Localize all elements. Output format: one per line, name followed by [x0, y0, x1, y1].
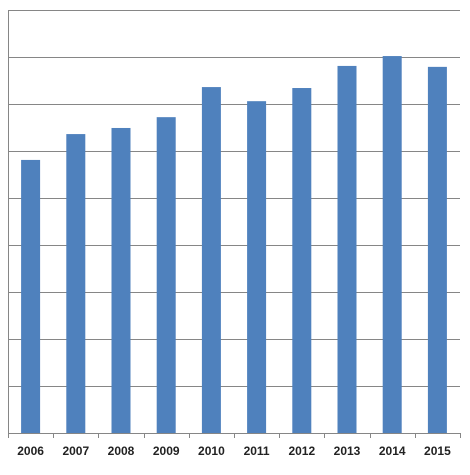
bar — [156, 117, 176, 433]
x-tick-label: 2012 — [288, 444, 315, 458]
bar — [247, 101, 267, 434]
x-tick-label: 2010 — [198, 444, 225, 458]
x-tick-label: 2008 — [108, 444, 135, 458]
x-tick-label: 2013 — [334, 444, 361, 458]
x-tick-label: 2011 — [244, 444, 270, 458]
x-tick-label: 2009 — [153, 444, 180, 458]
bar — [337, 65, 357, 434]
bar — [21, 159, 41, 433]
bar — [382, 56, 402, 434]
x-tick-label: 2007 — [62, 444, 89, 458]
bar — [66, 134, 86, 433]
bar — [201, 87, 221, 433]
bar — [427, 66, 447, 434]
x-tick-label: 2015 — [424, 444, 451, 458]
x-tick-label: 2014 — [379, 444, 406, 458]
bar — [292, 88, 312, 434]
bar — [111, 127, 131, 433]
x-tick-label: 2006 — [17, 444, 44, 458]
